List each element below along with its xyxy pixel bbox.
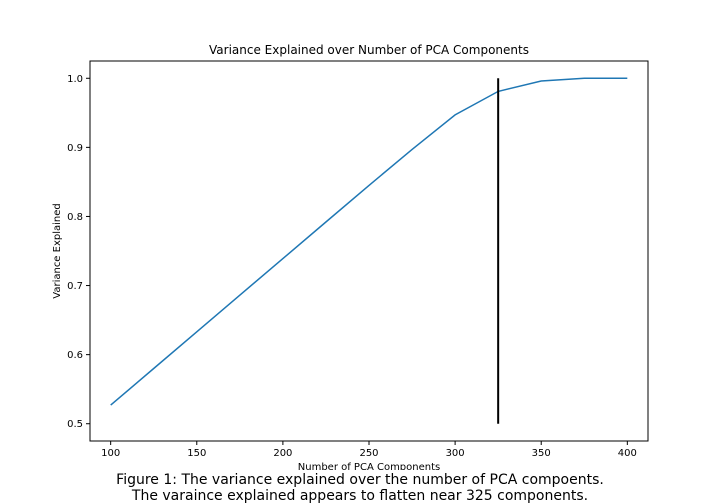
x-tick-label: 200 [273,448,292,459]
x-tick-label: 400 [618,448,637,459]
y-axis-ticks: 0.5 0.6 0.7 0.8 0.9 1.0 [67,74,90,430]
y-tick-label: 0.8 [67,212,83,223]
line-chart: Variance Explained over Number of PCA Co… [52,43,649,470]
x-tick-label: 300 [446,448,465,459]
y-tick-label: 0.7 [67,281,83,292]
y-tick-label: 0.9 [67,143,83,154]
x-tick-label: 250 [359,448,378,459]
x-tick-label: 150 [187,448,206,459]
y-axis-label: Variance Explained [52,203,63,298]
series-layer [110,77,628,406]
y-tick-label: 0.5 [67,419,83,430]
plot-area [89,60,649,442]
y-tick-label: 0.6 [67,350,83,361]
figure-caption-line-1: Figure 1: The variance explained over th… [116,472,604,488]
figure-caption-line-2: The varaince explained appears to flatte… [131,488,589,504]
x-axis-ticks: 100 150 200 250 300 350 400 [101,441,637,459]
chart-title: Variance Explained over Number of PCA Co… [209,43,529,57]
x-tick-label: 100 [101,448,120,459]
x-axis-label: Number of PCA Components [298,462,440,470]
x-tick-label: 350 [532,448,551,459]
y-tick-label: 1.0 [67,74,83,85]
series-line [110,77,628,406]
